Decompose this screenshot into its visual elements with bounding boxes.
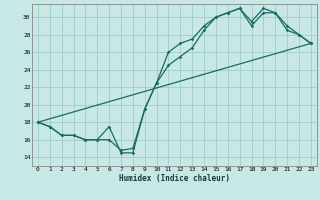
X-axis label: Humidex (Indice chaleur): Humidex (Indice chaleur) [119,174,230,183]
